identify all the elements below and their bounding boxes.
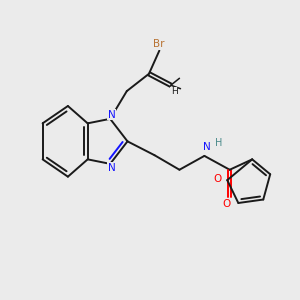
Text: Br: Br (153, 39, 164, 49)
Text: N: N (108, 163, 116, 173)
Text: H: H (171, 87, 178, 96)
Text: O: O (213, 174, 222, 184)
Text: H: H (215, 138, 223, 148)
Text: N: N (108, 110, 116, 120)
Text: N: N (203, 142, 211, 152)
Text: O: O (223, 199, 231, 209)
